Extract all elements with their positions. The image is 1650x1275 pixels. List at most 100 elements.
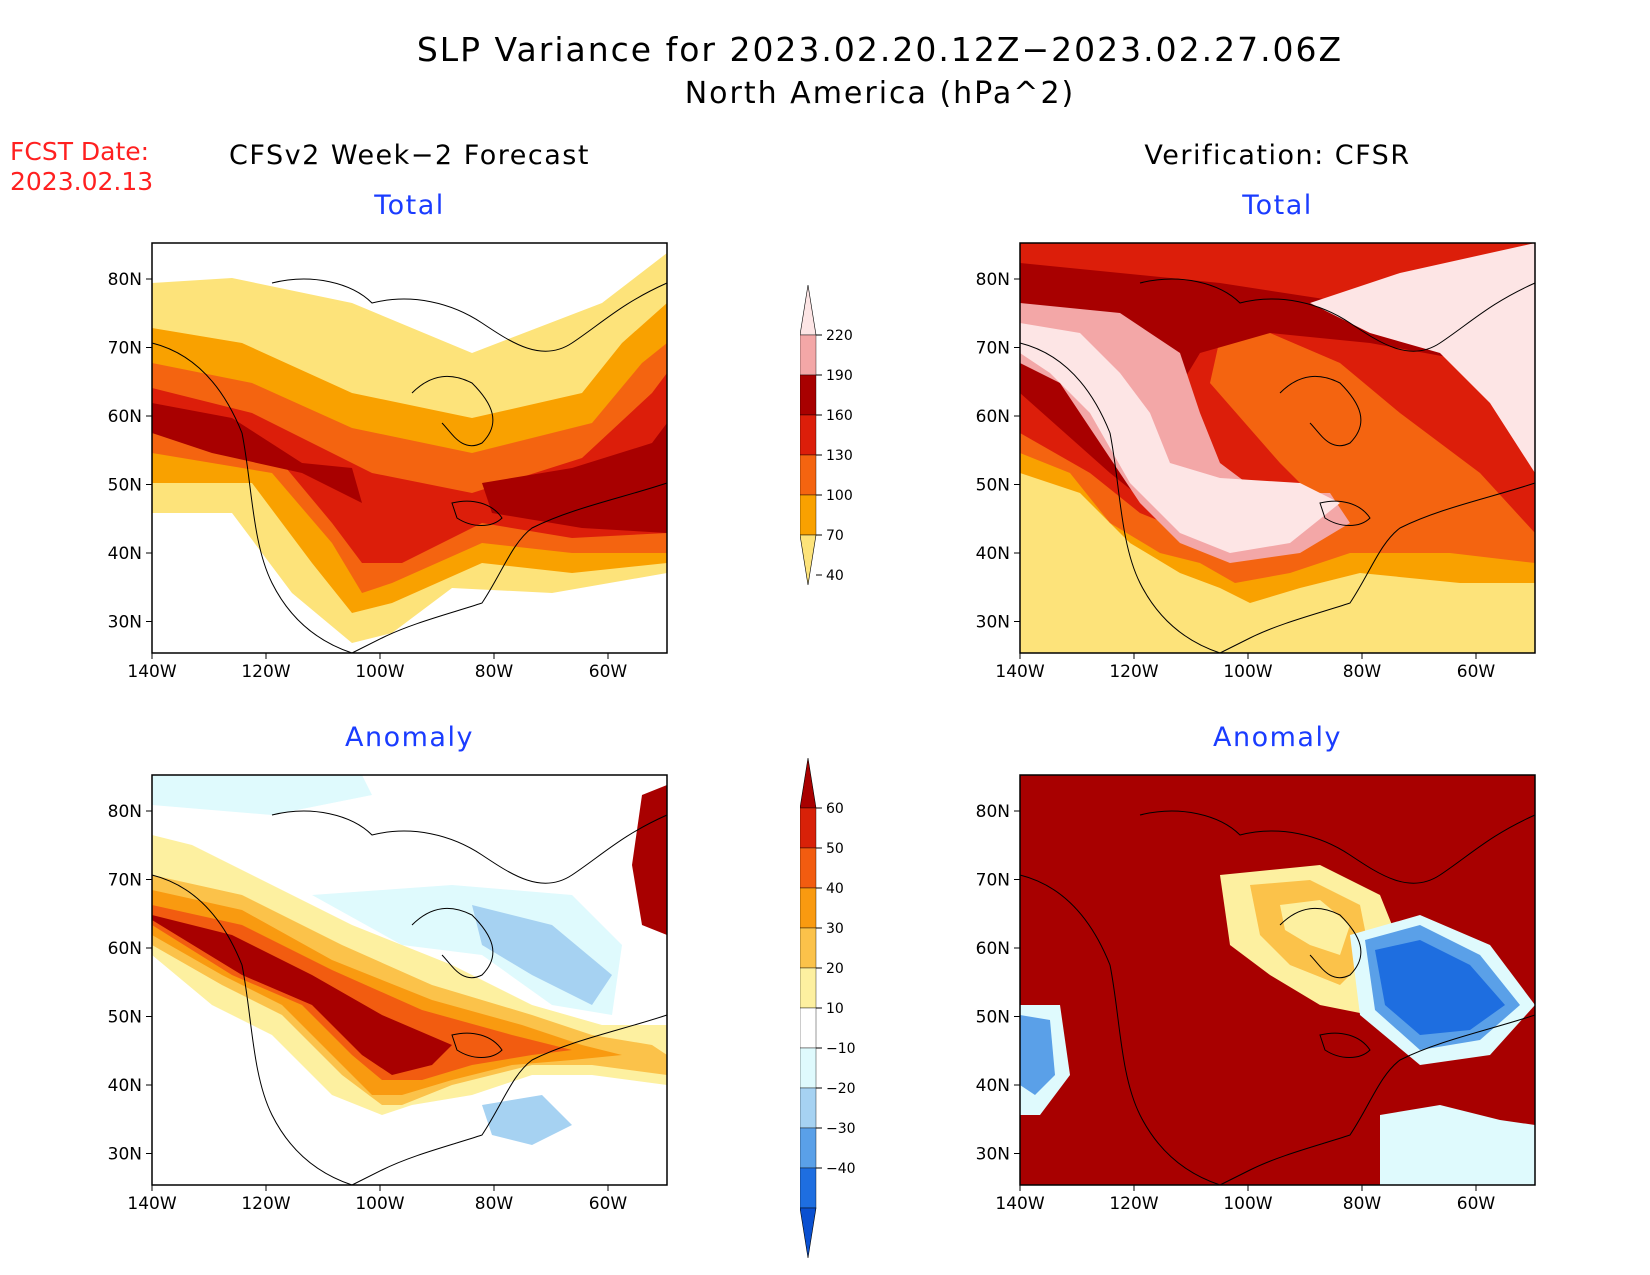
map-plot-area: 80N 70N 60N 50N 40N 30N 140W 120W 100W 80W 60W [976,242,1536,682]
colorbar-level-label: 100 [826,488,853,504]
lon-tick-label: 80W [1343,1194,1382,1214]
colorbar-level-label: 40 [826,881,844,897]
lat-tick-label: 50N [108,1008,142,1028]
lat-tick-label: 60N [976,939,1010,959]
lat-tick-label: 50N [976,476,1010,496]
colorbar-swatch [799,927,817,969]
map-forecast-total: 80N 70N 60N 50N 40N 30N 140W 120W 100W 80W 60W [108,242,668,682]
lat-tick-label: 70N [108,871,142,891]
colorbar-level-label: 190 [826,368,853,384]
colorbar-swatch [799,374,817,416]
contour-fill [472,905,612,1005]
colorbar-swatch [799,414,817,456]
lat-tick-label: 70N [976,339,1010,359]
lon-tick-label: 120W [241,662,290,682]
lon-tick-label: 60W [589,1194,628,1214]
contour-fill-layer [1020,775,1535,1185]
map-verification-anomaly: 80N 70N 60N 50N 40N 30N 140W 120W 100W 80W 60W [976,774,1536,1214]
lat-tick-label: 40N [108,1076,142,1096]
colorbar-swatch [799,1087,817,1129]
column-title-verification: Verification: CFSR [1144,140,1411,171]
colorbar-level-label: 50 [826,841,844,857]
map-frame [1019,242,1536,654]
lat-tick-label: 50N [108,476,142,496]
lat-tick-label: 80N [108,802,142,822]
coastline [151,810,668,1186]
map-frame [1019,774,1536,1186]
colorbar-total: 220 190 160 130 100 70 40 [799,284,890,589]
lon-tick-label: 100W [1223,662,1272,682]
contour-fill [1020,1015,1055,1095]
panel-title-forecast-anomaly: Anomaly [345,722,474,753]
contour-fill [1280,900,1350,955]
colorbar-level-label: 220 [826,328,853,344]
map-plot-area: 80N 70N 60N 50N 40N 30N 140W 120W 100W 80W 60W [108,774,668,1214]
coastline [151,278,668,654]
panel-title-forecast-total: Total [374,190,445,221]
contour-fill [152,775,372,815]
colorbar-level-label: 20 [826,961,844,977]
map-plot-area: 80N 70N 60N 50N 40N 30N 140W 120W 100W 80W 60W [108,242,668,682]
contour-fill-layer [1020,243,1535,653]
colorbar-swatch [799,454,817,496]
panel-title-verification-anomaly: Anomaly [1213,722,1342,753]
lon-tick-label: 120W [241,1194,290,1214]
contour-fill [1020,323,1340,553]
colorbar-swatch [799,334,817,376]
colorbar-swatch [799,847,817,889]
colorbar-swatch [799,1167,817,1209]
colorbar-swatch [799,1207,817,1259]
colorbar-swatch [799,1127,817,1169]
lat-tick-label: 30N [108,1145,142,1165]
lon-tick-label: 60W [1457,662,1496,682]
lon-tick-label: 140W [995,662,1044,682]
lat-tick-label: 40N [976,544,1010,564]
colorbar-level-label: −30 [826,1121,856,1137]
lat-tick-label: 80N [976,802,1010,822]
colorbar-swatch [799,1007,817,1049]
column-title-forecast: CFSv2 Week−2 Forecast [229,140,590,171]
colorbar-svg: 220 190 160 130 100 70 40 [799,284,853,586]
lat-tick-label: 70N [108,339,142,359]
lat-tick-label: 30N [976,613,1010,633]
contour-fill [1375,940,1505,1035]
colorbar-level-label: −40 [826,1161,856,1177]
contour-fill [632,785,667,935]
chart-title: SLP Variance for 2023.02.20.12Z−2023.02.… [416,30,1344,69]
fcst-date-value: 2023.02.13 [10,167,154,196]
lat-tick-label: 40N [108,544,142,564]
colorbar-level-label: −10 [826,1041,856,1057]
colorbar-swatch [799,967,817,1009]
lat-tick-label: 50N [976,1008,1010,1028]
colorbar-level-label: 130 [826,448,853,464]
colorbar-swatch [799,1047,817,1089]
contour-fill [312,885,622,1015]
colorbar-swatch [799,757,817,809]
lat-tick-label: 30N [976,1145,1010,1165]
lon-tick-label: 80W [475,662,514,682]
coastline [1019,278,1536,654]
colorbar-svg: 60 50 40 30 20 10 −10 −20 −30 −40 [799,757,856,1259]
colorbar-level-label: 30 [826,921,844,937]
lon-tick-label: 80W [1343,662,1382,682]
lat-tick-label: 30N [108,613,142,633]
contour-fill [1380,1105,1535,1185]
lat-tick-label: 70N [976,871,1010,891]
map-plot-area: 80N 70N 60N 50N 40N 30N 140W 120W 100W 80W 60W [976,774,1536,1214]
lon-tick-label: 120W [1109,662,1158,682]
contour-fill [152,915,452,1075]
contour-fill [1020,775,1535,1185]
map-frame [151,242,668,654]
lon-tick-label: 140W [127,662,176,682]
colorbar-level-label: 70 [826,528,844,544]
contour-fill [482,1095,572,1145]
lon-tick-label: 80W [475,1194,514,1214]
lat-tick-label: 80N [976,270,1010,290]
colorbar-level-label: 60 [826,801,844,817]
colorbar-level-label: 10 [826,1001,844,1017]
lon-tick-label: 60W [589,662,628,682]
colorbar-level-label: 160 [826,408,853,424]
colorbar-swatch [799,494,817,536]
lat-tick-label: 60N [976,407,1010,427]
colorbar-swatch [799,284,817,336]
